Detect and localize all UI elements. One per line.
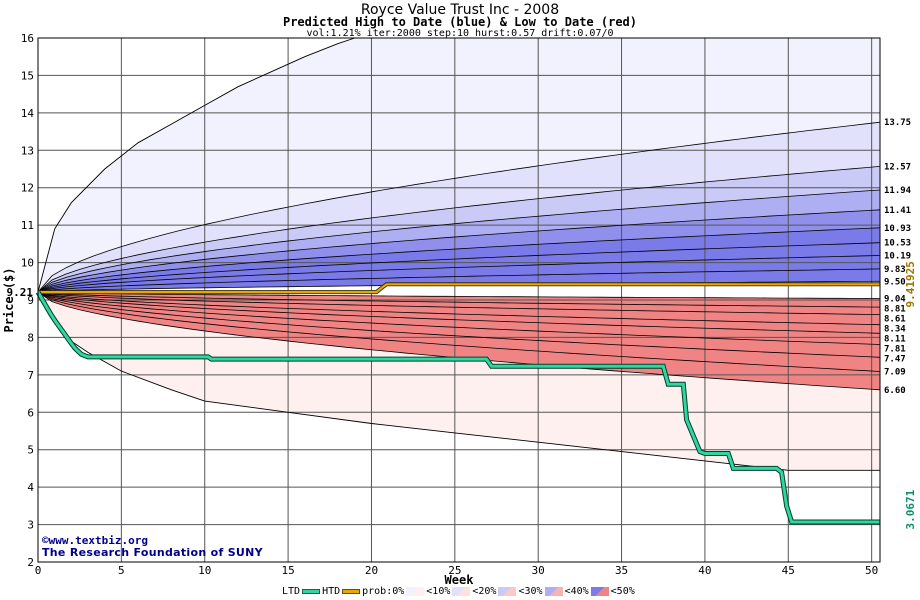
contour-line bbox=[37, 209, 881, 293]
x-tick-label: 25 bbox=[448, 564, 461, 577]
contour-line bbox=[37, 255, 881, 293]
contour-line bbox=[37, 291, 881, 334]
ltd-end-label: 3.0671 bbox=[904, 489, 917, 529]
legend-swatch-0 bbox=[406, 587, 425, 596]
x-tick-label: 40 bbox=[698, 564, 711, 577]
contour-end-label: 7.81 bbox=[884, 345, 906, 355]
contour-end-label: 12.57 bbox=[884, 162, 911, 172]
y-tick-label: 12 bbox=[21, 182, 34, 195]
contour-end-label: 9.83 bbox=[884, 265, 906, 275]
y-tick-label: 14 bbox=[21, 107, 35, 120]
x-tick-label: 45 bbox=[782, 564, 795, 577]
legend-b30-label: <30% bbox=[518, 586, 543, 597]
legend-b10-label: <10% bbox=[426, 586, 451, 597]
contour-line bbox=[37, 242, 881, 293]
contour-end-label: 9.04 bbox=[884, 295, 906, 305]
chart-subtitle: Predicted High to Date (blue) & Low to D… bbox=[282, 15, 637, 29]
contour-end-label: 10.53 bbox=[884, 239, 911, 249]
y-tick-label: 16 bbox=[21, 32, 34, 45]
ltd-line bbox=[36, 291, 880, 524]
contour-line bbox=[37, 227, 881, 293]
y-axis-label: Price ($) bbox=[2, 267, 16, 332]
x-tick-label: 50 bbox=[865, 564, 878, 577]
legend-ltd-line bbox=[302, 589, 321, 594]
contour-line bbox=[37, 291, 881, 358]
y-tick-label: 5 bbox=[27, 444, 34, 457]
chart-title: Royce Value Trust Inc - 2008 bbox=[360, 2, 560, 18]
y-tick-label: 9 bbox=[27, 294, 34, 307]
chart-params: vol:1.21% iter:2000 step:10 hurst:0.57 d… bbox=[306, 28, 614, 39]
legend: LTD HTD prob:0% <10% <20% <30% <40% <50% bbox=[282, 586, 635, 598]
y-tick-label: 13 bbox=[21, 144, 34, 157]
x-tick-label: 35 bbox=[615, 564, 628, 577]
contour-end-label: 9.50 bbox=[884, 277, 906, 287]
plot-frame bbox=[37, 37, 881, 563]
legend-b20-label: <20% bbox=[472, 586, 497, 597]
contour-end-label: 7.09 bbox=[884, 367, 906, 377]
contour-end-label: 10.93 bbox=[884, 224, 911, 234]
contour-line bbox=[37, 291, 881, 326]
contour-line bbox=[37, 291, 881, 345]
contour-line bbox=[37, 291, 881, 372]
contour-end-label: 7.47 bbox=[884, 355, 906, 365]
contour-end-label: 8.11 bbox=[884, 335, 906, 345]
contour-line bbox=[37, 166, 881, 293]
y-tick-label: 11 bbox=[21, 219, 34, 232]
outer-lower-contour bbox=[37, 291, 880, 471]
y-tick-label: 2 bbox=[27, 556, 34, 569]
legend-b50-label: <50% bbox=[610, 586, 635, 597]
contour-line bbox=[37, 189, 881, 293]
contour-end-label: 8.81 bbox=[884, 305, 906, 315]
x-tick-label: 10 bbox=[198, 564, 211, 577]
htd-end-label: 9.41925 bbox=[904, 261, 917, 307]
legend-prob-label: prob:0% bbox=[362, 586, 405, 597]
legend-htd-label: HTD bbox=[322, 586, 341, 597]
y-tick-label: 3 bbox=[27, 519, 34, 532]
contour-end-label: 8.34 bbox=[884, 325, 906, 335]
contour-line bbox=[37, 268, 881, 293]
contour-line bbox=[37, 121, 881, 293]
x-tick-label: 30 bbox=[532, 564, 545, 577]
legend-swatch-10 bbox=[452, 587, 471, 596]
y-tick-label: 4 bbox=[27, 481, 34, 494]
contour-end-label: 11.94 bbox=[884, 186, 912, 196]
contour-line bbox=[37, 291, 881, 308]
contour-line bbox=[37, 291, 881, 315]
legend-b40-label: <40% bbox=[564, 586, 589, 597]
legend-swatch-20 bbox=[498, 587, 517, 596]
x-tick-label: 15 bbox=[281, 564, 294, 577]
legend-ltd-label: LTD bbox=[282, 586, 301, 597]
credit-organization: The Research Foundation of SUNY bbox=[42, 546, 263, 559]
contour-end-label: 8.61 bbox=[884, 315, 906, 325]
y-tick-label: 10 bbox=[21, 257, 34, 270]
x-tick-label: 5 bbox=[118, 564, 125, 577]
x-tick-label: 0 bbox=[35, 564, 42, 577]
y-tick-label: 7 bbox=[27, 369, 34, 382]
y-tick-label: 6 bbox=[27, 406, 34, 419]
contour-end-label: 11.41 bbox=[884, 206, 911, 216]
x-axis-label: Week bbox=[445, 573, 475, 587]
legend-swatch-40 bbox=[590, 587, 609, 596]
x-tick-label: 20 bbox=[365, 564, 378, 577]
contour-end-label: 10.19 bbox=[884, 251, 911, 261]
outer-upper-contour bbox=[37, 37, 355, 293]
legend-htd-line bbox=[342, 589, 361, 594]
y-tick-label: 8 bbox=[27, 331, 34, 344]
legend-swatch-30 bbox=[544, 587, 563, 596]
contour-end-label: 6.60 bbox=[884, 386, 906, 396]
htd-line bbox=[38, 283, 880, 294]
contour-end-label: 13.75 bbox=[884, 118, 911, 128]
credit-website: ©www.textbiz.org bbox=[42, 534, 148, 547]
start-price-label: 9.21 bbox=[7, 286, 34, 299]
lower-band-8 bbox=[38, 292, 880, 390]
contour-line bbox=[37, 291, 881, 299]
y-tick-label: 15 bbox=[21, 69, 34, 82]
